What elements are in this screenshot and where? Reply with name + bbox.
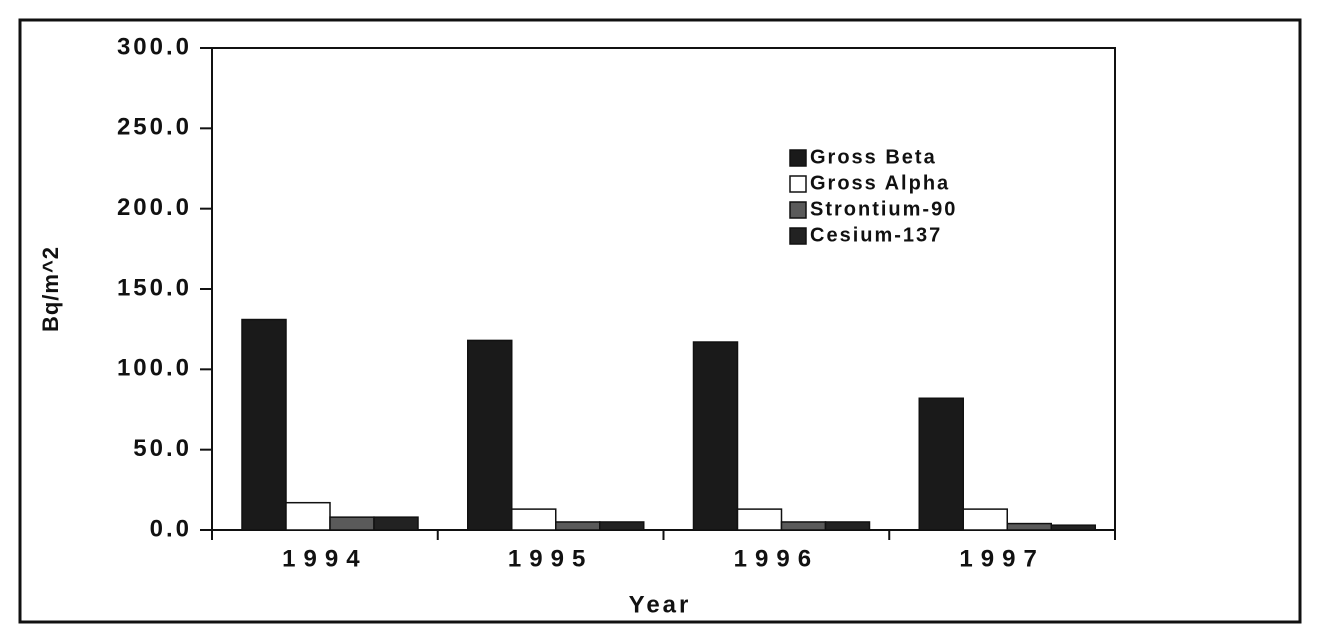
bar bbox=[780, 521, 827, 531]
bar bbox=[511, 508, 557, 531]
y-tick-label: 50.0 bbox=[133, 435, 192, 462]
legend-swatch bbox=[789, 175, 807, 193]
bar bbox=[1050, 524, 1096, 531]
legend-label: Strontium-90 bbox=[810, 198, 957, 220]
bar bbox=[824, 521, 871, 531]
bar bbox=[467, 339, 513, 531]
bar bbox=[599, 521, 645, 531]
legend-label: Gross Alpha bbox=[810, 172, 950, 194]
legend-swatch bbox=[789, 227, 807, 245]
y-axis-label: Bq/m^2 bbox=[38, 246, 63, 332]
y-tick-label: 0.0 bbox=[150, 515, 192, 542]
x-tick-label: 1997 bbox=[959, 545, 1044, 572]
bar bbox=[962, 508, 1008, 531]
x-tick-label: 1996 bbox=[734, 545, 819, 572]
bar bbox=[555, 521, 601, 531]
y-tick-label: 150.0 bbox=[117, 274, 192, 301]
plot-area bbox=[211, 47, 1116, 531]
y-tick-label: 250.0 bbox=[117, 114, 192, 141]
bar bbox=[373, 516, 419, 531]
bar bbox=[329, 516, 375, 531]
x-tick-label: 1995 bbox=[508, 545, 593, 572]
legend-swatch bbox=[789, 149, 807, 167]
bar bbox=[285, 501, 331, 531]
y-tick-label: 200.0 bbox=[117, 194, 192, 221]
legend-swatch bbox=[789, 201, 807, 219]
y-tick-label: 300.0 bbox=[117, 33, 192, 60]
legend-label: Gross Beta bbox=[810, 146, 937, 168]
frame bbox=[18, 18, 1302, 624]
x-tick-label: 1994 bbox=[282, 545, 367, 572]
bar bbox=[241, 318, 287, 531]
legend-label: Cesium-137 bbox=[810, 224, 942, 246]
bar bbox=[918, 397, 964, 531]
bar bbox=[692, 341, 739, 531]
bar bbox=[1006, 522, 1052, 531]
y-tick-label: 100.0 bbox=[117, 355, 192, 382]
x-axis-label: Year bbox=[629, 591, 692, 618]
bar bbox=[736, 508, 783, 531]
